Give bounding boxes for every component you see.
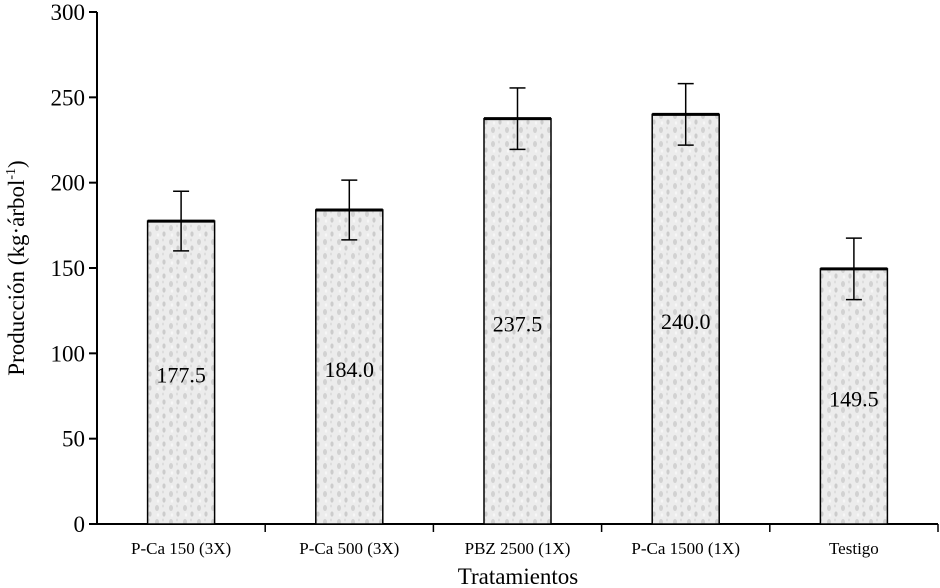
data-label: 184.0 <box>325 357 375 382</box>
x-tick-label: P-Ca 500 (3X) <box>299 539 399 558</box>
bar <box>819 268 889 525</box>
bar <box>146 220 216 525</box>
x-axis-label: Tratamientos <box>458 564 579 588</box>
bar <box>483 117 552 525</box>
axes: 0 50 100 150 200 250 300 P-Ca 150 (3X) P-Ca 500 … <box>51 0 939 558</box>
y-tick-label: 300 <box>51 0 86 25</box>
data-label: 177.5 <box>156 363 206 388</box>
y-tick-label: 200 <box>51 171 86 196</box>
bars: 177.5 184.0 237.5 240.0 149.5 <box>146 82 889 525</box>
data-label: 149.5 <box>829 386 879 411</box>
y-tick-label: 100 <box>51 341 86 366</box>
y-tick-label: 50 <box>62 427 85 452</box>
x-tick-label: P-Ca 1500 (1X) <box>631 539 740 558</box>
x-tick-label: PBZ 2500 (1X) <box>465 539 571 558</box>
y-tick-label: 0 <box>74 512 86 537</box>
y-tick-label: 150 <box>51 256 86 281</box>
x-tick-label: Testigo <box>829 539 879 558</box>
data-label: 240.0 <box>661 309 711 334</box>
y-tick-label: 250 <box>51 85 86 110</box>
data-label: 237.5 <box>493 311 543 336</box>
y-axis-label: Producción (kg·árbol-1) <box>4 160 29 375</box>
x-tick-label: P-Ca 150 (3X) <box>131 539 231 558</box>
bar <box>315 209 384 525</box>
